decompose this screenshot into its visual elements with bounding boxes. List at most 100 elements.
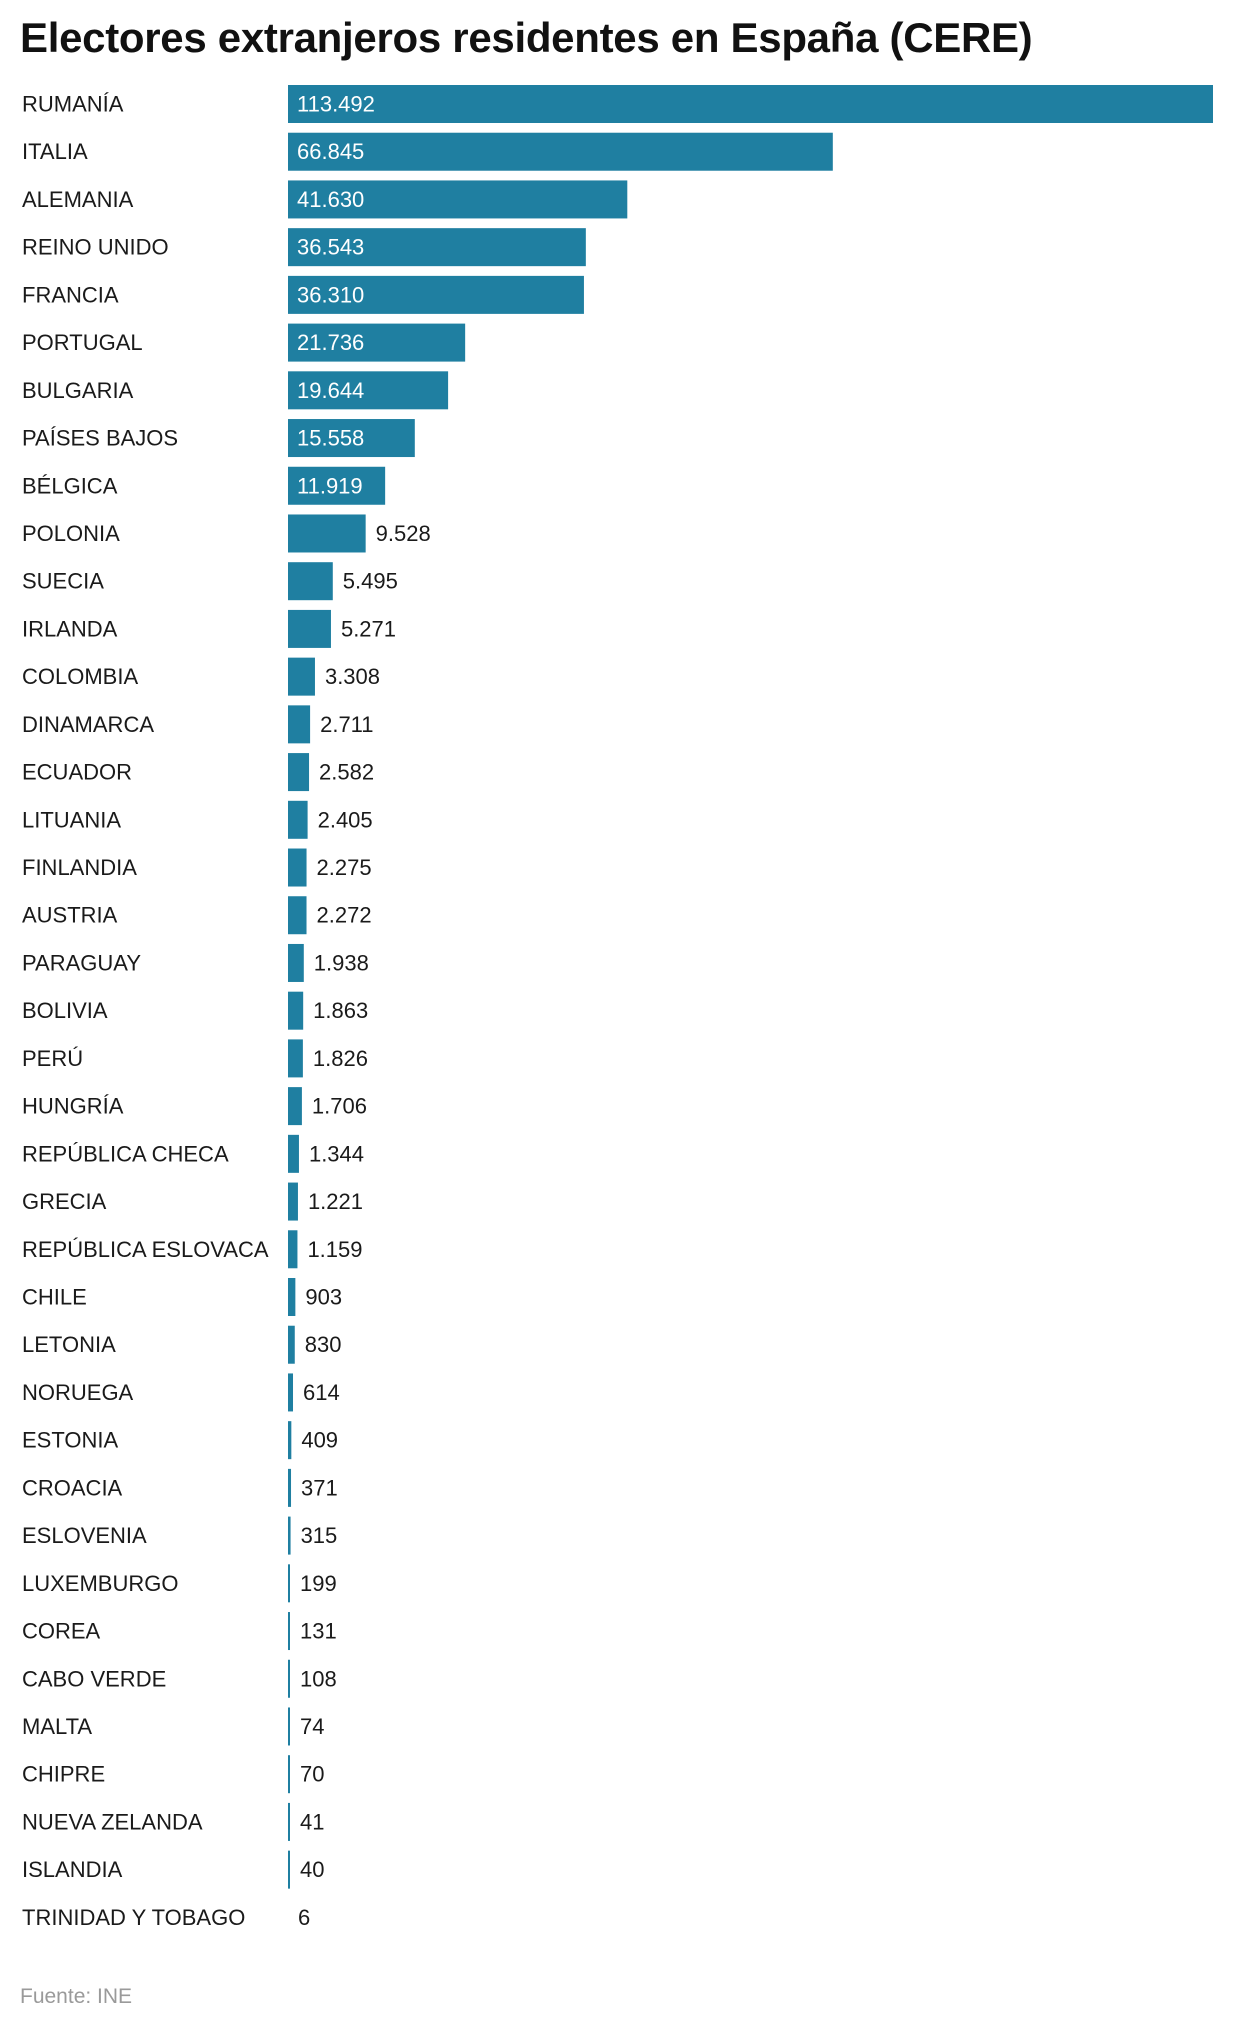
category-label: ISLANDIA [22,1857,123,1882]
bar-row: AUSTRIA 2.272 [22,896,372,935]
bar [288,1755,290,1794]
category-label: FRANCIA [22,282,119,307]
value-label: 11.919 [297,473,363,498]
category-label: SUECIA [22,569,104,594]
bar [288,228,586,267]
category-label: NORUEGA [22,1380,134,1405]
bar [288,1039,303,1078]
bar-row: PORTUGAL 21.736 [22,323,466,362]
bar [288,371,449,410]
category-label: PERÚ [22,1046,83,1071]
category-label: BÉLGICA [22,473,118,498]
category-label: ESLOVENIA [22,1523,147,1548]
value-label: 5.271 [341,616,396,641]
bar [288,323,466,362]
bar-row: CROACIA 371 [22,1468,338,1507]
category-label: ALEMANIA [22,187,134,212]
value-label: 1.159 [307,1237,362,1262]
category-label: PAÍSES BAJOS [22,426,178,451]
bar [288,800,308,839]
value-label: 113.492 [297,92,375,117]
bar [288,466,386,505]
value-label: 371 [301,1475,338,1500]
value-label: 1.221 [308,1189,363,1214]
bar-row: TRINIDAD Y TOBAGO 6 [22,1905,310,1930]
bar [288,943,304,982]
category-label: ECUADOR [22,760,132,785]
value-label: 66.845 [297,139,364,164]
bar-row: RUMANÍA 113.492 [22,85,1213,123]
bar [288,132,833,171]
category-label: IRLANDA [22,616,118,641]
category-label: CHILE [22,1285,87,1310]
bar [288,657,315,696]
category-label: AUSTRIA [22,903,118,928]
category-label: HUNGRÍA [22,1094,124,1119]
bar [288,896,307,935]
value-label: 2.275 [317,855,372,880]
value-label: 108 [300,1666,337,1691]
chart-title: Electores extranjeros residentes en Espa… [20,14,1033,61]
bar [288,991,304,1030]
category-label: CROACIA [22,1475,123,1500]
bar-row: CHILE 903 [22,1278,342,1316]
bar [288,1707,290,1746]
category-label: REINO UNIDO [22,235,169,260]
value-label: 21.736 [297,330,364,355]
bar-row: PARAGUAY 1.938 [22,943,369,982]
value-label: 315 [301,1523,338,1548]
value-label: 1.344 [309,1141,364,1166]
bar-row: REINO UNIDO 36.543 [22,228,586,267]
category-label: ESTONIA [22,1428,119,1453]
value-label: 614 [303,1380,340,1405]
value-label: 1.863 [313,998,368,1023]
bar-row: ISLANDIA 40 [22,1850,324,1889]
category-label: PARAGUAY [22,950,141,975]
bar [288,1134,299,1173]
bar [288,753,310,792]
bar-row: IRLANDA 5.271 [22,609,396,648]
bar-row: DINAMARCA 2.711 [22,705,374,744]
bar-row: REPÚBLICA ESLOVACA 1.159 [22,1230,363,1269]
value-label: 2.272 [317,903,372,928]
bar-row: ECUADOR 2.582 [22,753,374,792]
source-note: Fuente: INE [20,1985,133,2008]
bar [288,1564,290,1603]
category-label: CABO VERDE [22,1666,166,1691]
value-label: 9.528 [376,521,431,546]
bar-row: FRANCIA 36.310 [22,275,584,314]
bar [288,85,1213,123]
value-label: 199 [300,1571,337,1596]
category-label: RUMANÍA [22,92,124,117]
bar-row: LETONIA 830 [22,1325,341,1364]
bar [288,1612,290,1651]
value-label: 15.558 [297,426,364,451]
bar-row: CHIPRE 70 [22,1755,324,1794]
bar [288,1421,292,1460]
bar [288,1850,290,1889]
bar-row: REPÚBLICA CHECA 1.344 [22,1134,364,1173]
bar-row: HUNGRÍA 1.706 [22,1087,367,1126]
bar [288,848,307,887]
category-label: NUEVA ZELANDA [22,1809,203,1834]
category-label: MALTA [22,1714,92,1739]
bar [288,1802,290,1841]
category-label: LUXEMBURGO [22,1571,178,1596]
bar-row: CABO VERDE 108 [22,1659,337,1698]
bar [288,562,333,601]
category-label: LITUANIA [22,807,121,832]
value-label: 131 [300,1619,337,1644]
category-label: REPÚBLICA ESLOVACA [22,1237,269,1262]
value-label: 1.938 [314,950,369,975]
bar [288,1278,296,1316]
value-label: 19.644 [297,378,364,403]
bar-row: NORUEGA 614 [22,1373,340,1412]
category-label: BOLIVIA [22,998,108,1023]
category-label: COREA [22,1619,101,1644]
bar-row: GRECIA 1.221 [22,1182,363,1221]
value-label: 6 [298,1905,310,1930]
bar [288,1659,290,1698]
bar [288,705,311,744]
value-label: 1.826 [313,1046,368,1071]
